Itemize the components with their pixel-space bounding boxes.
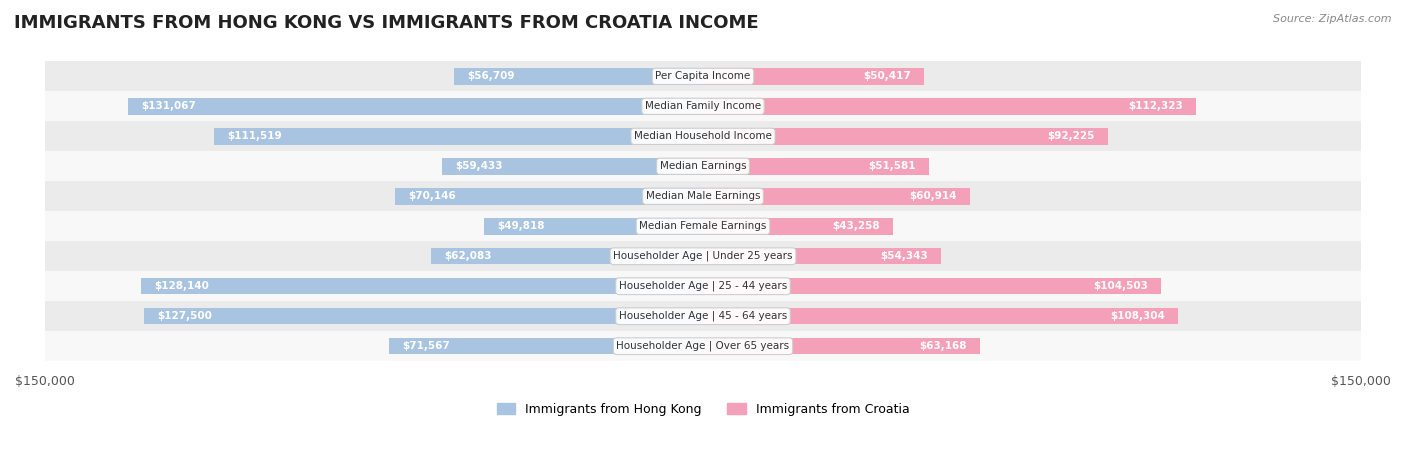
Bar (45, 181, 1361, 212)
Bar (703, 98, 1195, 114)
Text: $92,225: $92,225 (1047, 131, 1094, 142)
Text: Median Female Earnings: Median Female Earnings (640, 221, 766, 231)
Text: $62,083: $62,083 (444, 251, 491, 261)
Text: IMMIGRANTS FROM HONG KONG VS IMMIGRANTS FROM CROATIA INCOME: IMMIGRANTS FROM HONG KONG VS IMMIGRANTS … (14, 14, 759, 32)
Bar (45, 121, 1361, 152)
Bar (703, 158, 929, 175)
Bar (454, 68, 703, 85)
Text: Householder Age | Under 25 years: Householder Age | Under 25 years (613, 251, 793, 262)
Bar (45, 301, 1361, 332)
Text: $108,304: $108,304 (1111, 311, 1166, 321)
Text: $111,519: $111,519 (226, 131, 281, 142)
Text: $70,146: $70,146 (408, 191, 456, 201)
Bar (141, 278, 703, 295)
Bar (703, 188, 970, 205)
Text: $104,503: $104,503 (1094, 281, 1149, 291)
Bar (703, 278, 1161, 295)
Text: $43,258: $43,258 (832, 221, 880, 231)
Text: Householder Age | 45 - 64 years: Householder Age | 45 - 64 years (619, 311, 787, 321)
Bar (45, 211, 1361, 241)
Bar (143, 308, 703, 325)
Bar (443, 158, 703, 175)
Text: $59,433: $59,433 (456, 161, 503, 171)
Bar (45, 91, 1361, 121)
Bar (703, 338, 980, 354)
Bar (45, 151, 1361, 182)
Text: $127,500: $127,500 (157, 311, 212, 321)
Bar (430, 248, 703, 264)
Text: $51,581: $51,581 (869, 161, 917, 171)
Text: $131,067: $131,067 (141, 101, 195, 111)
Bar (45, 331, 1361, 361)
Text: Per Capita Income: Per Capita Income (655, 71, 751, 81)
Text: Median Earnings: Median Earnings (659, 161, 747, 171)
Legend: Immigrants from Hong Kong, Immigrants from Croatia: Immigrants from Hong Kong, Immigrants fr… (492, 398, 914, 421)
Bar (703, 68, 924, 85)
Bar (485, 218, 703, 234)
Bar (45, 241, 1361, 271)
Text: Median Family Income: Median Family Income (645, 101, 761, 111)
Text: Source: ZipAtlas.com: Source: ZipAtlas.com (1274, 14, 1392, 24)
Bar (214, 128, 703, 145)
Bar (389, 338, 703, 354)
Text: Householder Age | Over 65 years: Householder Age | Over 65 years (616, 341, 790, 352)
Bar (703, 308, 1178, 325)
Bar (45, 271, 1361, 302)
Bar (703, 218, 893, 234)
Text: $128,140: $128,140 (155, 281, 209, 291)
Bar (45, 61, 1361, 92)
Bar (395, 188, 703, 205)
Text: $112,323: $112,323 (1128, 101, 1182, 111)
Bar (128, 98, 703, 114)
Text: $71,567: $71,567 (402, 341, 450, 351)
Text: $56,709: $56,709 (467, 71, 515, 81)
Text: Median Male Earnings: Median Male Earnings (645, 191, 761, 201)
Bar (703, 248, 942, 264)
Text: $63,168: $63,168 (920, 341, 967, 351)
Text: Householder Age | 25 - 44 years: Householder Age | 25 - 44 years (619, 281, 787, 291)
Text: Median Household Income: Median Household Income (634, 131, 772, 142)
Text: $60,914: $60,914 (910, 191, 957, 201)
Text: $49,818: $49,818 (498, 221, 546, 231)
Text: $50,417: $50,417 (863, 71, 911, 81)
Text: $54,343: $54,343 (880, 251, 928, 261)
Bar (703, 128, 1108, 145)
